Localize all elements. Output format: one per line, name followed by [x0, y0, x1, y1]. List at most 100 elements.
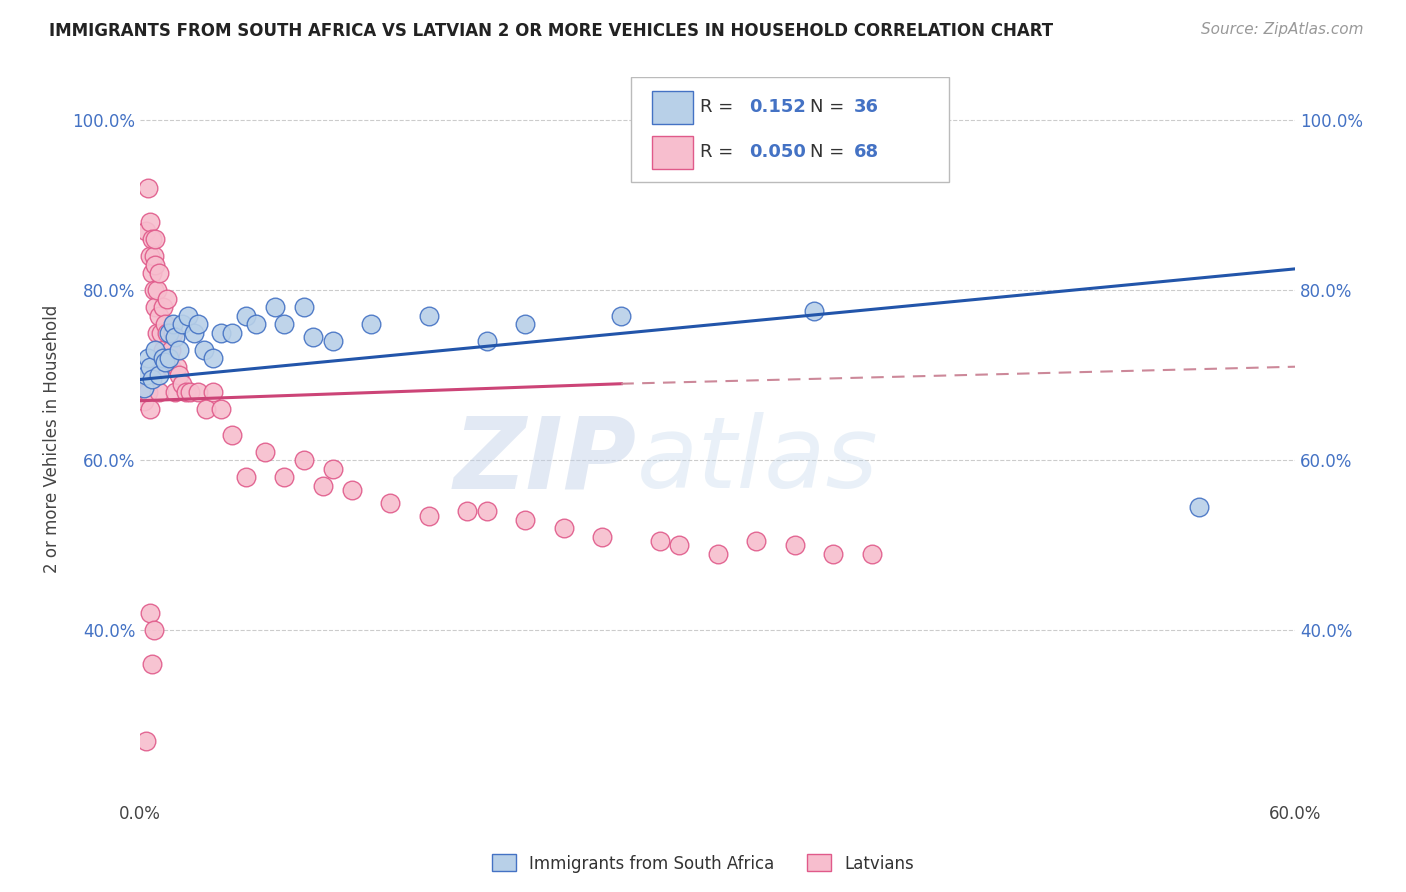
Point: [172, 317, 194, 331]
Y-axis label: 2 or more Vehicles in Household: 2 or more Vehicles in Household: [44, 305, 60, 574]
Point: [1188, 500, 1211, 514]
Point: [340, 483, 363, 497]
Text: atlas: atlas: [637, 412, 879, 509]
Point: [312, 479, 335, 493]
Point: [221, 326, 243, 340]
Point: [591, 530, 613, 544]
Point: [273, 317, 295, 331]
Point: [142, 249, 165, 263]
Point: [235, 470, 257, 484]
Point: [142, 624, 165, 638]
Point: [221, 427, 243, 442]
Point: [783, 538, 806, 552]
Point: [152, 343, 174, 357]
Point: [136, 181, 159, 195]
Point: [145, 343, 167, 357]
Point: [610, 309, 633, 323]
Point: [150, 326, 173, 340]
Point: [648, 534, 671, 549]
Point: [418, 309, 440, 323]
Point: [157, 326, 180, 340]
Point: [513, 513, 536, 527]
Point: [202, 351, 225, 366]
Point: [156, 326, 179, 340]
Text: N =: N =: [810, 98, 851, 116]
Point: [141, 232, 163, 246]
Text: 0.050: 0.050: [749, 144, 806, 161]
Text: R =: R =: [700, 98, 740, 116]
Point: [475, 504, 498, 518]
Point: [162, 317, 184, 331]
Point: [553, 521, 575, 535]
Point: [135, 224, 157, 238]
Point: [145, 258, 167, 272]
Point: [263, 300, 285, 314]
Point: [322, 334, 344, 348]
Text: 0.152: 0.152: [749, 98, 806, 116]
Point: [273, 470, 295, 484]
Point: [163, 385, 186, 400]
Point: [418, 508, 440, 523]
Point: [150, 359, 173, 374]
Point: [152, 351, 174, 366]
Point: [148, 309, 170, 323]
Point: [513, 317, 536, 331]
Point: [475, 334, 498, 348]
Point: [163, 330, 186, 344]
Text: 36: 36: [853, 98, 879, 116]
Point: [153, 317, 176, 331]
Point: [132, 393, 155, 408]
Text: 68: 68: [853, 144, 879, 161]
Point: [138, 249, 160, 263]
Point: [156, 292, 179, 306]
Point: [187, 385, 209, 400]
Text: N =: N =: [810, 144, 851, 161]
Point: [668, 538, 690, 552]
Point: [132, 381, 155, 395]
Text: ZIP: ZIP: [454, 412, 637, 509]
Point: [209, 402, 232, 417]
Point: [152, 300, 174, 314]
Point: [235, 309, 257, 323]
Point: [202, 385, 225, 400]
Point: [136, 351, 159, 366]
Point: [821, 547, 844, 561]
Point: [145, 300, 167, 314]
Text: IMMIGRANTS FROM SOUTH AFRICA VS LATVIAN 2 OR MORE VEHICLES IN HOUSEHOLD CORRELAT: IMMIGRANTS FROM SOUTH AFRICA VS LATVIAN …: [49, 22, 1053, 40]
Point: [148, 385, 170, 400]
Point: [860, 547, 883, 561]
Legend: Immigrants from South Africa, Latvians: Immigrants from South Africa, Latvians: [485, 847, 921, 880]
Point: [172, 376, 194, 391]
Point: [153, 351, 176, 366]
Point: [146, 283, 169, 297]
Point: [183, 326, 205, 340]
Point: [135, 734, 157, 748]
Point: [162, 326, 184, 340]
Point: [142, 283, 165, 297]
Point: [146, 326, 169, 340]
Point: [167, 368, 190, 383]
Point: [135, 368, 157, 383]
Point: [153, 355, 176, 369]
FancyBboxPatch shape: [631, 78, 949, 182]
Point: [177, 309, 200, 323]
Point: [145, 232, 167, 246]
Point: [174, 385, 197, 400]
Point: [380, 496, 402, 510]
Point: [157, 351, 180, 366]
Point: [136, 385, 159, 400]
Point: [302, 330, 325, 344]
Text: R =: R =: [700, 144, 740, 161]
Point: [166, 359, 188, 374]
Point: [138, 215, 160, 229]
Point: [803, 304, 825, 318]
Point: [706, 547, 728, 561]
Point: [456, 504, 478, 518]
Text: Source: ZipAtlas.com: Source: ZipAtlas.com: [1201, 22, 1364, 37]
Point: [245, 317, 267, 331]
Point: [187, 317, 209, 331]
Point: [209, 326, 232, 340]
Point: [322, 462, 344, 476]
Point: [160, 359, 183, 374]
Point: [141, 657, 163, 672]
